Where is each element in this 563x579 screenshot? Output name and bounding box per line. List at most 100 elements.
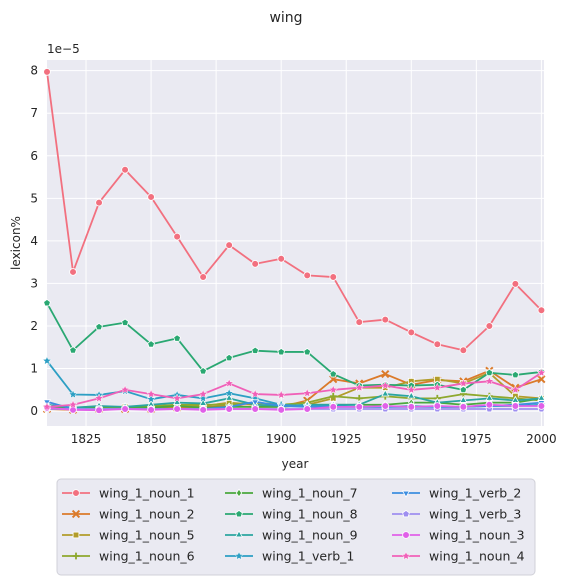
data-point <box>94 393 104 403</box>
series-line <box>46 302 542 391</box>
data-point <box>277 347 286 356</box>
data-point <box>225 241 233 249</box>
data-point <box>251 405 259 413</box>
x-tick-label: 2000 <box>526 432 557 446</box>
legend-item-wing_1_noun_4: wing_1_noun_4 <box>392 549 525 564</box>
data-point <box>407 403 416 411</box>
data-point <box>146 394 156 404</box>
legend-marker <box>235 488 243 498</box>
x-tick-label: 1875 <box>201 432 232 446</box>
x-tick-labels: 1825 1850 1875 1900 1925 1950 1975 2000 <box>71 432 557 446</box>
data-point <box>147 406 155 414</box>
data-point <box>302 388 313 398</box>
series-wing_1_noun_4 <box>42 367 547 411</box>
x-tick-label: 1950 <box>396 432 427 446</box>
data-point <box>303 271 312 280</box>
series-line <box>46 403 542 412</box>
data-point <box>146 389 156 399</box>
data-point <box>224 378 234 388</box>
x-tick-label: 1975 <box>461 432 492 446</box>
x-tick-label: 1925 <box>331 432 362 446</box>
legend-marker <box>234 550 244 561</box>
data-point <box>303 347 312 356</box>
data-point <box>199 273 207 281</box>
y-tick-label: 8 <box>30 64 38 78</box>
y-axis-label: lexicon% <box>9 216 23 270</box>
legend: wing_1_noun_1wing_1_noun_2wing_1_noun_5w… <box>56 478 536 576</box>
data-point <box>459 403 468 411</box>
y-tick-labels: 0 1 2 3 4 5 6 7 8 <box>30 64 38 418</box>
data-point <box>329 370 338 378</box>
data-point <box>329 273 338 281</box>
data-point <box>381 315 390 324</box>
legend-label: wing_1_noun_8 <box>262 507 358 522</box>
legend-item-wing_1_verb_2: wing_1_verb_2 <box>392 486 521 501</box>
data-point <box>277 254 285 263</box>
data-point <box>355 403 364 411</box>
data-point <box>381 402 390 410</box>
data-point <box>42 401 52 411</box>
data-point <box>537 306 546 315</box>
x-tick-label: 1900 <box>266 432 297 446</box>
x-tick-label: 1850 <box>136 432 167 446</box>
data-point <box>485 322 494 330</box>
data-point <box>484 376 495 386</box>
data-point <box>172 393 182 403</box>
plot-area <box>47 60 544 426</box>
x-axis-label: year <box>282 457 309 471</box>
y-tick-label: 6 <box>30 149 38 163</box>
series-line <box>46 71 543 352</box>
legend-label: wing_1_verb_1 <box>262 549 354 564</box>
data-point <box>199 406 207 414</box>
data-point <box>95 406 103 415</box>
legend-marker <box>235 509 243 518</box>
data-point <box>68 399 78 409</box>
y-tick-label: 4 <box>30 234 38 248</box>
data-point <box>511 370 520 379</box>
legend-item-wing_1_noun_8: wing_1_noun_8 <box>225 507 358 522</box>
data-point <box>251 399 260 407</box>
data-point <box>354 382 365 392</box>
data-point <box>433 340 442 349</box>
data-point <box>95 322 103 331</box>
data-point <box>225 353 234 362</box>
data-point <box>251 346 260 354</box>
data-point <box>537 402 546 410</box>
legend-label: wing_1_verb_3 <box>429 507 521 522</box>
legend-label: wing_1_noun_1 <box>99 486 195 501</box>
data-point <box>459 346 468 355</box>
data-point <box>43 68 51 76</box>
y-tick-label: 0 <box>30 404 38 418</box>
legend-item-wing_1_noun_9: wing_1_noun_9 <box>225 528 358 543</box>
data-point <box>69 346 77 354</box>
legend-item-wing_1_noun_6: wing_1_noun_6 <box>62 549 195 564</box>
x-tick-label: 1825 <box>71 432 102 446</box>
data-point <box>224 388 234 398</box>
data-point <box>381 369 390 379</box>
data-point <box>303 405 312 413</box>
legend-marker <box>72 531 80 539</box>
data-point <box>173 232 181 241</box>
y-offset-label: 1e−5 <box>47 42 80 56</box>
data-point <box>381 389 390 397</box>
legend-label: wing_1_noun_9 <box>262 528 358 543</box>
data-point <box>198 389 208 399</box>
data-point <box>485 368 494 377</box>
data-point <box>485 393 494 401</box>
legend-item-wing_1_noun_7: wing_1_noun_7 <box>225 486 358 501</box>
data-point <box>147 340 155 348</box>
data-point <box>225 393 234 401</box>
data-point <box>407 328 416 337</box>
y-tick-label: 1 <box>30 362 38 376</box>
legend-item-wing_1_verb_1: wing_1_verb_1 <box>225 549 354 564</box>
data-point <box>120 384 130 394</box>
data-point <box>355 318 364 326</box>
data-point <box>380 380 391 390</box>
data-point <box>173 334 181 342</box>
data-point <box>432 382 443 392</box>
legend-marker <box>71 509 81 519</box>
data-point <box>225 405 233 413</box>
data-point <box>95 198 103 207</box>
chart-title: wing <box>269 10 302 26</box>
